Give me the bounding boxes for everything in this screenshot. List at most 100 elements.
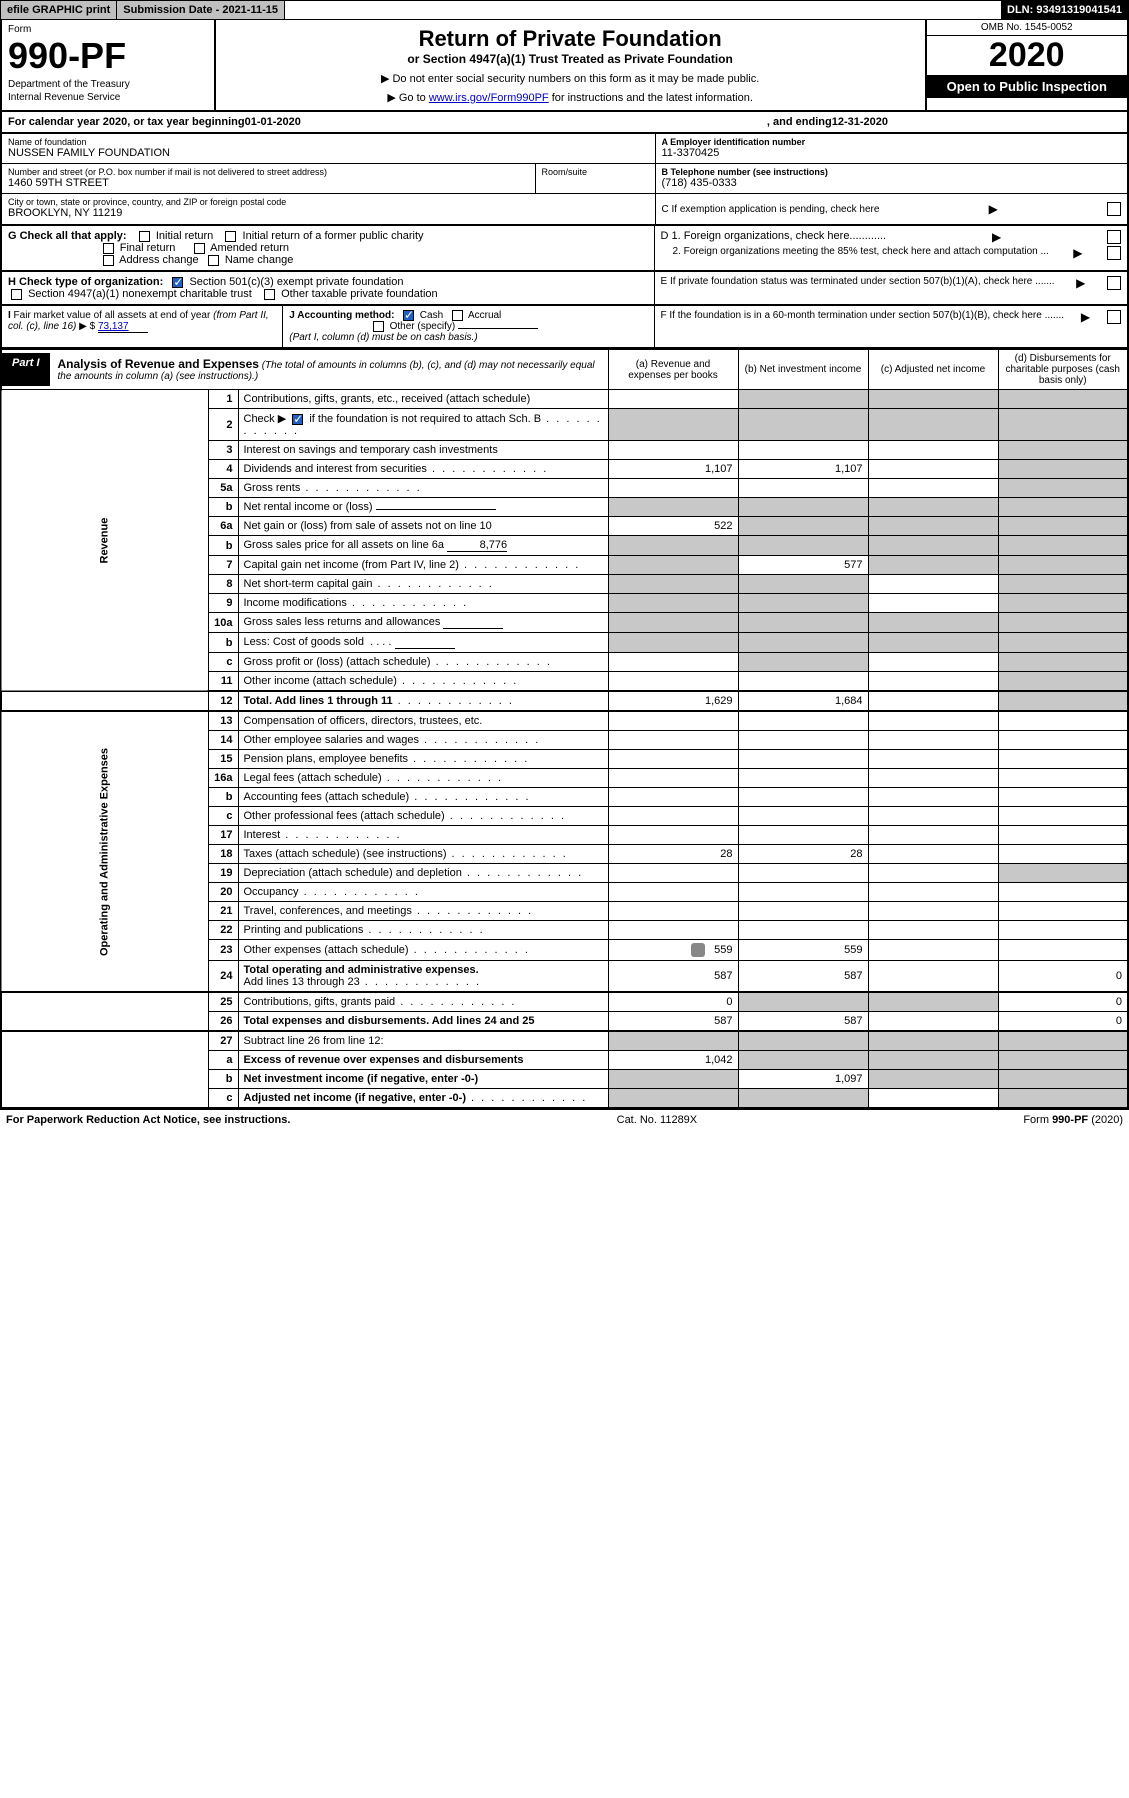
r17-num: 17 [209, 826, 238, 845]
h-section: H Check type of organization: Section 50… [2, 272, 655, 304]
h-other-checkbox[interactable] [264, 289, 275, 300]
phone-value: (718) 435-0333 [662, 177, 1122, 189]
r10b-num: b [209, 633, 238, 653]
fmv-value[interactable]: 73,137 [98, 321, 148, 333]
r7-b: 577 [738, 556, 868, 575]
r5a-num: 5a [209, 479, 238, 498]
h-e-row: H Check type of organization: Section 50… [0, 272, 1129, 306]
h-opt2: Section 4947(a)(1) nonexempt charitable … [28, 288, 252, 300]
r19-desc: Depreciation (attach schedule) and deple… [238, 864, 608, 883]
r25-desc: Contributions, gifts, grants paid [238, 992, 608, 1012]
g-opt-0: Initial return [156, 230, 213, 242]
g-addrchange-checkbox[interactable] [103, 255, 114, 266]
form-word: Form [8, 24, 208, 35]
r13-num: 13 [209, 711, 238, 731]
j-cash-checkbox[interactable] [403, 310, 414, 321]
r10c-num: c [209, 653, 238, 672]
r27b-desc: Net investment income (if negative, ente… [238, 1070, 608, 1089]
r11-num: 11 [209, 672, 238, 692]
header-left: Form 990-PF Department of the Treasury I… [2, 20, 216, 110]
efile-print-label[interactable]: efile GRAPHIC print [1, 1, 117, 19]
j-accrual: Accrual [468, 310, 501, 321]
r6b-num: b [209, 536, 238, 556]
d2-checkbox[interactable] [1107, 246, 1121, 260]
f-label: F If the foundation is in a 60-month ter… [661, 310, 1065, 343]
addr-label: Number and street (or P.O. box number if… [8, 167, 529, 177]
r18-num: 18 [209, 845, 238, 864]
phone-label: B Telephone number (see instructions) [662, 167, 828, 177]
h-4947-checkbox[interactable] [11, 289, 22, 300]
footer: For Paperwork Reduction Act Notice, see … [0, 1109, 1129, 1130]
g-namechange-checkbox[interactable] [208, 255, 219, 266]
r23-num: 23 [209, 940, 238, 961]
d2-label: 2. Foreign organizations meeting the 85%… [661, 246, 1049, 260]
r10a-input[interactable] [443, 616, 503, 629]
footer-left: For Paperwork Reduction Act Notice, see … [6, 1114, 290, 1126]
r6b-desc: Gross sales price for all assets on line… [238, 536, 608, 556]
d1-checkbox[interactable] [1107, 230, 1121, 244]
g-amended-checkbox[interactable] [194, 243, 205, 254]
r20-desc: Occupancy [238, 883, 608, 902]
row-26: 26Total expenses and disbursements. Add … [1, 1012, 1128, 1032]
cy-prefix: For calendar year 2020, or tax year begi… [8, 116, 245, 128]
open-public: Open to Public Inspection [927, 75, 1128, 98]
row-25: 25Contributions, gifts, grants paid00 [1, 992, 1128, 1012]
j-other-checkbox[interactable] [373, 321, 384, 332]
r25-a: 0 [608, 992, 738, 1012]
j-accrual-checkbox[interactable] [452, 310, 463, 321]
r26-b: 587 [738, 1012, 868, 1032]
arrow-icon: ▶ [992, 230, 1001, 244]
r1-num: 1 [209, 390, 238, 409]
row-27: 27Subtract line 26 from line 12: [1, 1031, 1128, 1051]
r10a-desc: Gross sales less returns and allowances [238, 613, 608, 633]
subdate-label: Submission Date - [123, 4, 222, 16]
r26-desc: Total expenses and disbursements. Add li… [238, 1012, 608, 1032]
r5b-desc: Net rental income or (loss) [238, 498, 608, 517]
g-initial-checkbox[interactable] [139, 231, 150, 242]
city-cell: City or town, state or province, country… [2, 194, 655, 224]
r22-desc: Printing and publications [238, 921, 608, 940]
r5a-desc: Gross rents [238, 479, 608, 498]
form-title: Return of Private Foundation [226, 26, 915, 52]
row-27c: cAdjusted net income (if negative, enter… [1, 1089, 1128, 1109]
h-501c3-checkbox[interactable] [172, 277, 183, 288]
r23-b: 559 [738, 940, 868, 961]
calendar-year-row: For calendar year 2020, or tax year begi… [0, 112, 1129, 134]
footer-mid: Cat. No. 11289X [617, 1114, 698, 1126]
city-value: BROOKLYN, NY 11219 [8, 207, 649, 219]
c-cell: C If exemption application is pending, c… [656, 194, 1128, 224]
r9-num: 9 [209, 594, 238, 613]
g-opt-5: Name change [225, 254, 294, 266]
arrow-icon: ▶ [989, 202, 998, 216]
addr-cell: Number and street (or P.O. box number if… [2, 164, 535, 194]
r26-num: 26 [209, 1012, 238, 1032]
h-label: H Check type of organization: [8, 276, 163, 288]
r17-desc: Interest [238, 826, 608, 845]
r8-desc: Net short-term capital gain [238, 575, 608, 594]
r4-a: 1,107 [608, 460, 738, 479]
r12-a: 1,629 [608, 691, 738, 711]
irs-link[interactable]: www.irs.gov/Form990PF [429, 92, 549, 104]
r24-desc: Total operating and administrative expen… [238, 961, 608, 993]
r12-num: 12 [209, 691, 238, 711]
r7-num: 7 [209, 556, 238, 575]
c-label: C If exemption application is pending, c… [662, 204, 880, 215]
g-final-checkbox[interactable] [103, 243, 114, 254]
col-c-header: (c) Adjusted net income [868, 350, 998, 390]
c-checkbox[interactable] [1107, 202, 1121, 216]
part1-desc: Analysis of Revenue and Expenses (The to… [50, 353, 608, 386]
e-checkbox[interactable] [1107, 276, 1121, 290]
ein-label: A Employer identification number [662, 137, 806, 147]
footer-right: Form 990-PF (2020) [1023, 1114, 1123, 1126]
r1-desc: Contributions, gifts, grants, etc., rece… [238, 390, 608, 409]
row-1: Revenue 1Contributions, gifts, grants, e… [1, 390, 1128, 409]
r10b-input[interactable] [395, 636, 455, 649]
schb-checkbox[interactable] [292, 414, 303, 425]
j-other-line [458, 328, 538, 329]
ein-value: 11-3370425 [662, 147, 1122, 159]
attachment-icon[interactable] [691, 943, 705, 957]
r27a-desc: Excess of revenue over expenses and disb… [238, 1051, 608, 1070]
f-checkbox[interactable] [1107, 310, 1121, 324]
r26-a: 587 [608, 1012, 738, 1032]
g-initial-former-checkbox[interactable] [225, 231, 236, 242]
